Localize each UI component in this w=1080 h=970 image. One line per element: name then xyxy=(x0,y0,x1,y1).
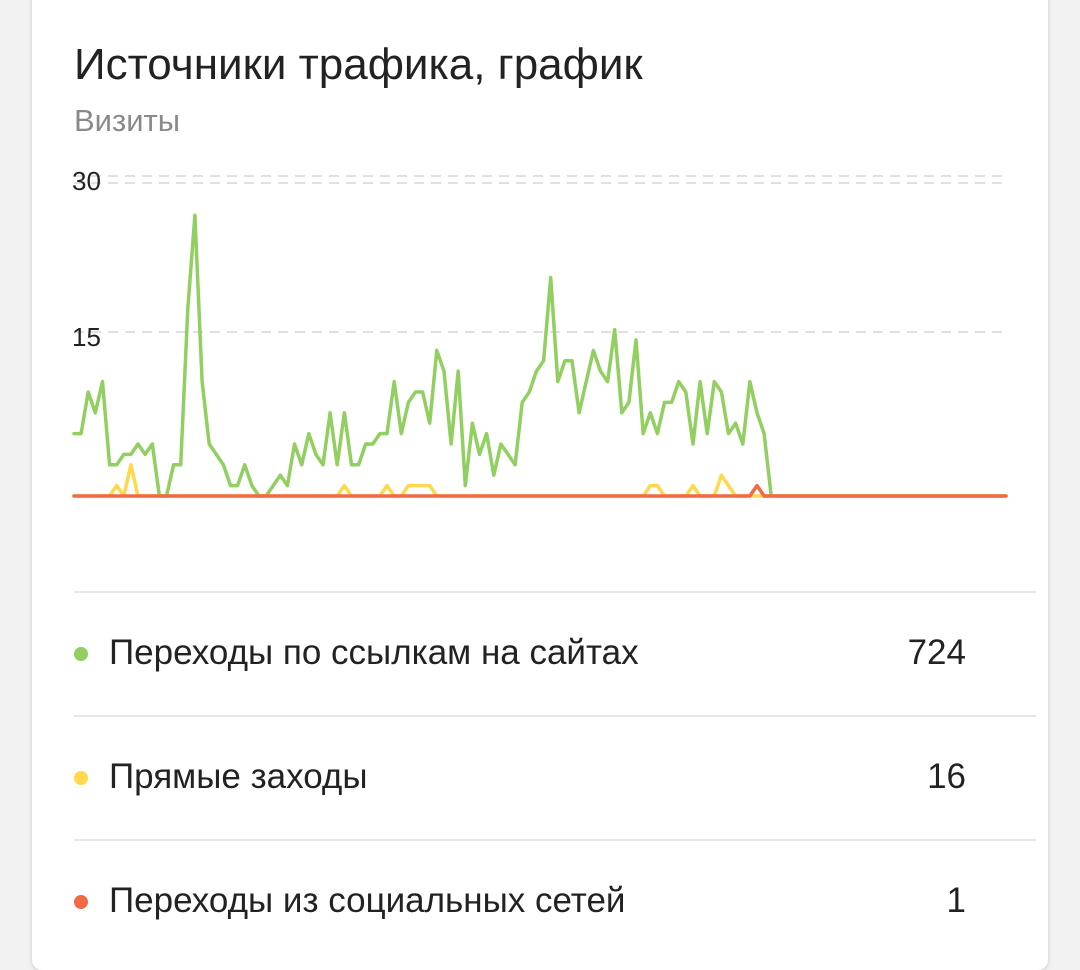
series-line-0 xyxy=(72,213,1008,498)
series-line-1 xyxy=(72,463,1008,498)
legend-label-social: Переходы из социальных сетей xyxy=(109,881,626,920)
card-subtitle: Визиты xyxy=(74,103,181,138)
legend-divider-top xyxy=(74,591,1036,593)
legend-value-direct: 16 xyxy=(927,757,966,796)
legend-label-direct: Прямые заходы xyxy=(109,757,368,796)
legend-divider-1 xyxy=(74,715,1036,717)
series-line-2 xyxy=(72,483,1008,498)
legend-value-social: 1 xyxy=(946,881,966,920)
legend-divider-2 xyxy=(74,839,1036,841)
card-title: Источники трафика, график xyxy=(74,40,643,89)
legend-value-referral: 724 xyxy=(907,633,966,672)
legend-dot-direct xyxy=(74,771,88,785)
traffic-sources-card: Источники трафика, график Визиты 15 30 Пе… xyxy=(32,0,1048,970)
legend-item-direct[interactable]: Прямые заходы 16 xyxy=(74,749,966,809)
legend-item-referral[interactable]: Переходы по ссылкам на сайтах 724 xyxy=(74,625,966,685)
y-tick-label: 30 xyxy=(72,166,101,196)
legend-dot-referral xyxy=(74,647,88,661)
legend-item-social[interactable]: Переходы из социальных сетей 1 xyxy=(74,873,966,933)
legend-label-referral: Переходы по ссылкам на сайтах xyxy=(109,633,639,672)
y-tick-label: 15 xyxy=(72,322,101,352)
legend-dot-social xyxy=(74,895,88,909)
